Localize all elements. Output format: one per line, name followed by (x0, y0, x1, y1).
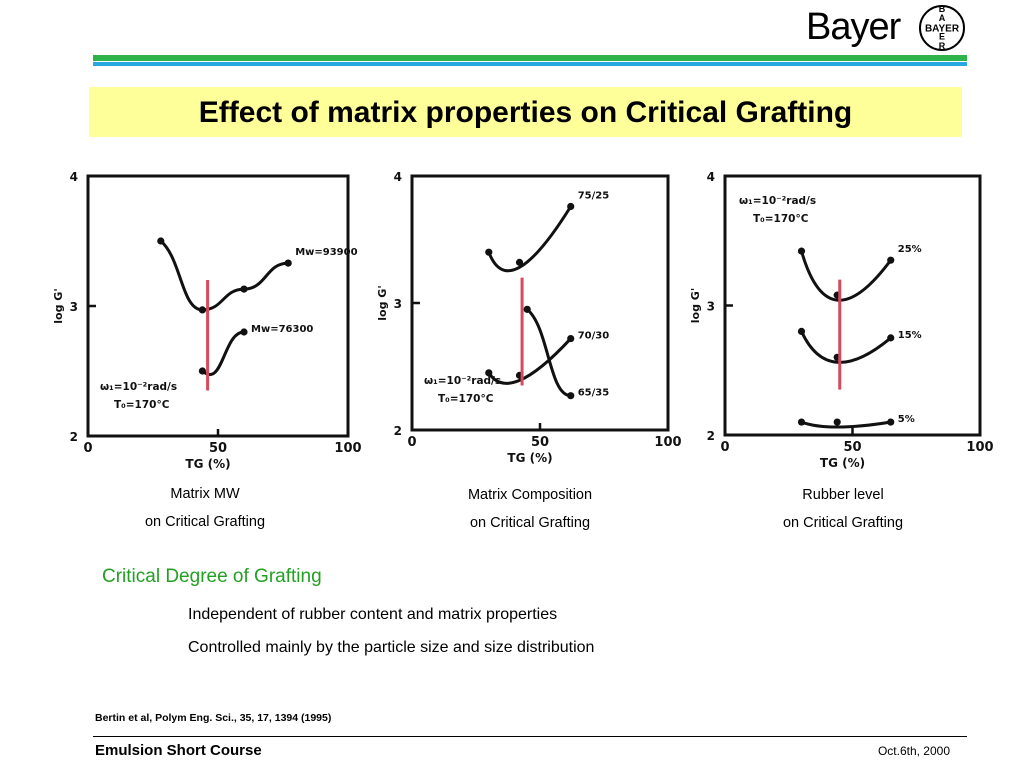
conditions-annotation: T₀=170°C (438, 393, 494, 405)
slide-title: Effect of matrix properties on Critical … (198, 96, 853, 129)
cross-letter: E (939, 32, 945, 42)
title-banner: Effect of matrix properties on Critical … (89, 87, 962, 137)
x-tick-label: 0 (407, 435, 416, 450)
y-axis-label: log G' (376, 285, 389, 320)
series-label: Mw=76300 (251, 324, 313, 335)
y-axis-label: log G' (689, 288, 702, 323)
conditions-annotation: ω₁=10⁻²rad/s (739, 195, 816, 207)
data-point (797, 418, 806, 426)
data-point (797, 247, 806, 255)
data-point (157, 237, 165, 245)
x-tick-label: 50 (209, 441, 227, 456)
conditions-annotation: T₀=170°C (753, 213, 809, 225)
cross-letter: R (939, 41, 946, 51)
caption-line: Matrix MW (170, 486, 240, 502)
plot-frame (410, 174, 670, 432)
caption-rubber-level: Rubber level on Critical Grafting (738, 481, 948, 537)
footer-course-name: Emulsion Short Course (95, 742, 262, 759)
y-tick-label: 2 (70, 430, 78, 444)
chart-rubber-level: 2 3 4 0 50 100 TG (%) log G' 25% 15% 5% ω₁=10⁻²rad/… (689, 170, 994, 470)
data-point (567, 334, 575, 343)
data-point (485, 369, 493, 377)
blue-rule (93, 62, 967, 66)
cross-letter: B (939, 4, 946, 14)
series-line (159, 239, 289, 312)
citation: Bertin et al, Polym Eng. Sci., 35, 17, 1… (95, 712, 332, 724)
y-tick-label: 2 (707, 429, 715, 443)
x-tick-label: 100 (654, 435, 681, 450)
x-axis-label: TG (%) (185, 457, 230, 470)
data-point (485, 248, 493, 256)
series-line (800, 420, 891, 429)
data-point (797, 327, 806, 335)
x-axis-label: TG (%) (820, 456, 865, 470)
series-line (526, 308, 572, 398)
series-label: 15% (898, 330, 922, 341)
data-point (515, 258, 524, 266)
caption-line: on Critical Grafting (782, 515, 904, 531)
series-label: 5% (898, 414, 915, 425)
data-point (887, 334, 895, 342)
y-tick-label: 4 (707, 170, 715, 184)
data-point (240, 285, 248, 293)
y-tick-label: 3 (707, 300, 715, 314)
data-point (887, 418, 895, 426)
data-point (198, 367, 206, 375)
y-tick-label: 4 (394, 170, 402, 184)
data-point (240, 328, 248, 336)
data-point (887, 256, 895, 264)
series-label: 75/25 (578, 190, 610, 201)
y-tick-label: 3 (70, 300, 78, 314)
conditions-annotation: ω₁=10⁻²rad/s (100, 381, 177, 393)
series-line (800, 330, 892, 364)
series-label: Mw=93900 (295, 247, 357, 258)
series-line (487, 337, 572, 385)
x-tick-label: 0 (83, 441, 92, 456)
data-point (567, 202, 575, 211)
x-tick-label: 100 (966, 440, 993, 455)
series-label: 70/30 (578, 331, 610, 342)
chart-matrix-mw: 2 3 4 0 50 100 TG (%) log G' Mw=93900 Mw=76300 ω₁=… (52, 170, 362, 470)
y-tick-label: 2 (394, 424, 402, 438)
series-label: 65/35 (578, 388, 610, 399)
caption-line: on Critical Grafting (144, 514, 266, 530)
data-point (284, 259, 292, 267)
x-tick-label: 100 (334, 441, 361, 456)
caption-matrix-composition: Matrix Composition on Critical Grafting (425, 481, 635, 537)
conditions-annotation: T₀=170°C (114, 399, 170, 411)
x-tick-label: 0 (720, 440, 729, 455)
y-axis-label: log G' (52, 288, 65, 323)
bullet-item: Controlled mainly by the particle size a… (188, 639, 595, 656)
caption-matrix-mw: Matrix MW on Critical Grafting (100, 480, 310, 536)
data-point (567, 392, 575, 400)
y-tick-label: 3 (394, 297, 402, 311)
cross-horizontal-text: BAYER (925, 24, 960, 35)
caption-line: on Critical Grafting (469, 515, 591, 531)
caption-line: Rubber level (802, 487, 884, 503)
bayer-wordmark: Bayer (806, 6, 901, 48)
series-line (800, 250, 892, 302)
section-heading: Critical Degree of Grafting (102, 566, 322, 587)
data-point (523, 305, 531, 313)
footer-rule (93, 736, 967, 737)
caption-line: Matrix Composition (467, 487, 593, 503)
x-axis-label: TG (%) (507, 451, 552, 465)
x-tick-label: 50 (531, 435, 549, 450)
chart-matrix-composition: 2 3 4 0 50 100 TG (%) log G' 75/25 70/30 65/35 ω₁=1… (376, 170, 682, 465)
data-point (198, 306, 206, 314)
footer-date: Oct.6th, 2000 (877, 744, 950, 758)
x-tick-label: 50 (843, 440, 861, 455)
conditions-annotation: ω₁=10⁻²rad/s (424, 375, 501, 387)
data-point (833, 418, 841, 426)
bullet-item: Independent of rubber content and matrix… (188, 606, 558, 623)
series-line (487, 205, 572, 273)
series-label: 25% (898, 244, 922, 255)
green-rule (93, 55, 967, 61)
y-tick-label: 4 (70, 170, 78, 184)
cross-letter: A (939, 13, 946, 23)
